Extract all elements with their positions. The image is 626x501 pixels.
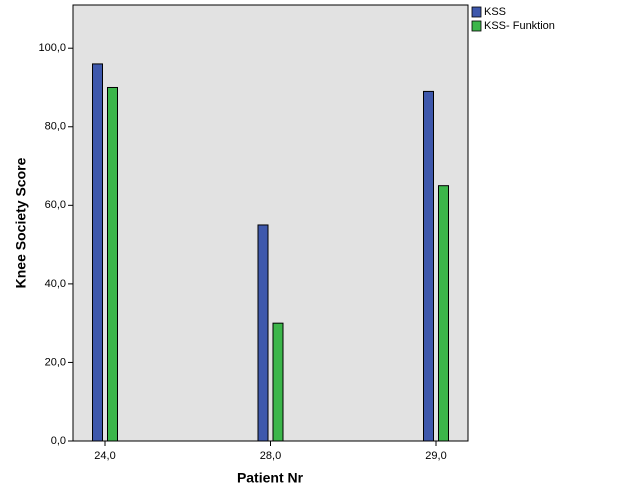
y-tick-label: 40,0: [45, 278, 66, 290]
y-axis-label: Knee Society Score: [13, 157, 29, 288]
x-tick-label: 29,0: [425, 450, 446, 462]
y-tick-label: 80,0: [45, 121, 66, 133]
legend-label: KSS- Funktion: [484, 20, 555, 32]
bar: [92, 63, 103, 442]
bar: [438, 185, 449, 442]
y-tick-label: 20,0: [45, 356, 66, 368]
y-tick-label: 60,0: [45, 199, 66, 211]
y-tick-label: 0,0: [51, 435, 66, 447]
x-tick-label: 28,0: [260, 450, 281, 462]
bar: [257, 224, 269, 442]
bar: [107, 86, 118, 442]
legend-swatch: [471, 6, 482, 18]
legend-label: KSS: [484, 6, 506, 18]
bar: [272, 322, 284, 442]
bar: [423, 90, 434, 442]
x-axis-label: Patient Nr: [237, 470, 304, 486]
y-tick-label: 100,0: [38, 42, 66, 54]
legend-swatch: [471, 20, 482, 32]
plot-area: [72, 4, 469, 442]
x-tick-label: 24,0: [94, 450, 115, 462]
